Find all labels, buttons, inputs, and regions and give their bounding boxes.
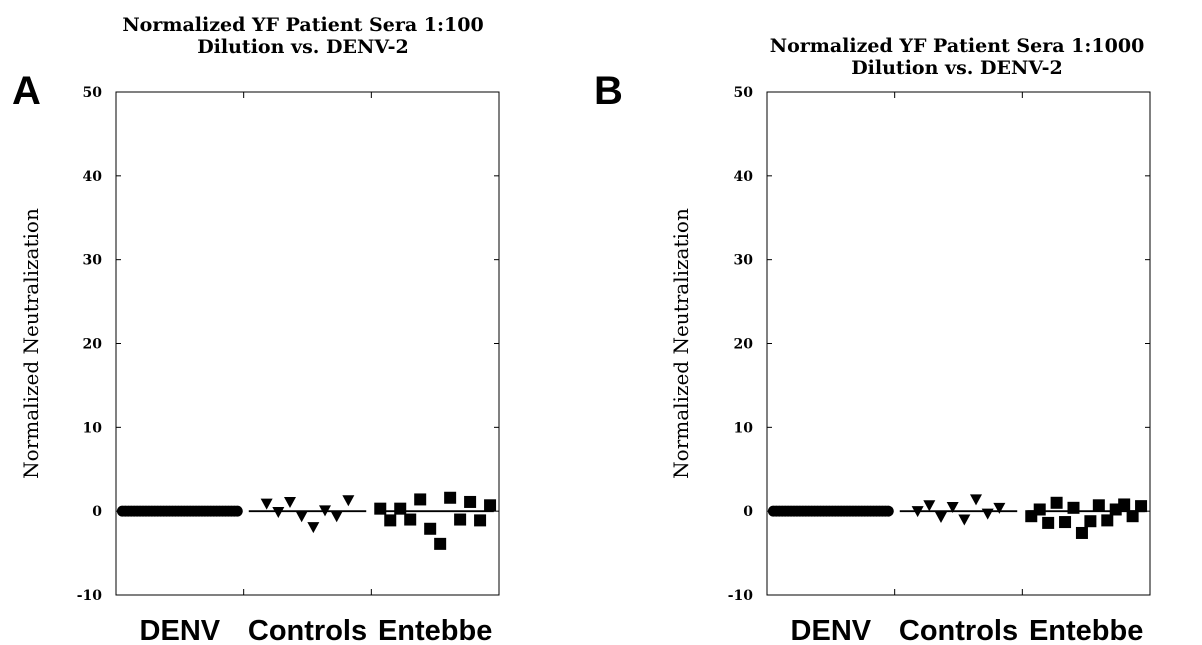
data-point (424, 522, 437, 535)
data-point (374, 502, 387, 515)
y-axis-label: Normalized Neutralization (669, 208, 693, 479)
data-point (1033, 503, 1046, 516)
data-point (934, 512, 947, 524)
y-tick-label: 50 (734, 85, 754, 101)
y-tick-label: 10 (734, 420, 754, 436)
x-category-label: Entebbe (1029, 615, 1143, 645)
series-controls (899, 494, 1018, 526)
data-point (474, 514, 487, 527)
y-tick-label: 50 (83, 85, 103, 101)
data-point (464, 495, 477, 508)
data-point (1067, 501, 1080, 514)
x-category-label: DENV (791, 615, 872, 645)
data-point (404, 513, 417, 526)
data-point (484, 499, 497, 512)
data-point (295, 511, 308, 523)
data-point (444, 491, 457, 504)
x-category-label: Controls (248, 615, 367, 645)
data-point (882, 505, 894, 517)
data-point (958, 514, 971, 526)
series-denv (767, 505, 894, 517)
data-point (330, 511, 343, 523)
y-tick-label: 0 (743, 504, 753, 520)
y-tick-label: 20 (734, 337, 754, 353)
data-point (319, 505, 332, 517)
data-point (911, 506, 924, 518)
y-tick-label: 40 (734, 169, 754, 185)
x-category-label: Entebbe (378, 615, 492, 645)
data-point (260, 498, 273, 510)
x-category-label: Controls (899, 615, 1018, 645)
y-tick-label: 10 (83, 420, 103, 436)
data-point (231, 505, 243, 517)
y-tick-label: 30 (83, 253, 103, 269)
chart-title: Normalized YF Patient Sera 1:1000 Dilutio… (770, 35, 1145, 79)
data-point (1084, 515, 1097, 528)
data-point (981, 508, 994, 520)
chart-title: Normalized YF Patient Sera 1:100 Dilution… (122, 14, 483, 58)
chart-panel-b: B Normalized YF Patient Sera 1:1000 Diluti… (594, 35, 1151, 645)
data-point (1101, 514, 1114, 527)
data-point (1118, 498, 1131, 511)
x-category-label: DENV (140, 615, 221, 645)
panel-letter: A (12, 69, 41, 113)
data-point (342, 495, 355, 507)
chart-title-line: Normalized YF Patient Sera 1:100 (122, 14, 483, 36)
y-axis-label: Normalized Neutralization (19, 208, 43, 479)
data-point (993, 502, 1006, 514)
data-point (1059, 516, 1072, 529)
data-point (946, 501, 959, 513)
data-point (434, 537, 447, 550)
y-tick-label: -10 (728, 588, 754, 604)
data-point (1135, 500, 1148, 513)
data-point (970, 494, 983, 506)
data-point (1050, 496, 1063, 509)
panel-letter: B (594, 69, 623, 113)
data-point (272, 507, 285, 519)
data-point (1075, 526, 1088, 539)
series-denv (116, 505, 243, 517)
series-controls (248, 495, 367, 534)
data-point (283, 496, 296, 508)
series-entebbe (1025, 496, 1148, 539)
data-point (1126, 510, 1139, 523)
y-tick-label: 20 (83, 337, 103, 353)
data-point (1092, 499, 1105, 512)
chart-title-line: Dilution vs. DENV-2 (851, 57, 1063, 79)
data-point (454, 513, 467, 526)
chart-panel-a: A Normalized YF Patient Sera 1:100 Dilutio… (12, 14, 500, 645)
chart-title-line: Normalized YF Patient Sera 1:1000 (770, 35, 1145, 57)
y-tick-label: 30 (734, 253, 754, 269)
plot-frame (115, 91, 500, 596)
data-point (307, 522, 320, 534)
chart-title-line: Dilution vs. DENV-2 (197, 36, 409, 58)
series-entebbe (374, 491, 497, 550)
y-tick-label: 0 (92, 504, 102, 520)
y-tick-label: -10 (77, 588, 103, 604)
data-point (394, 502, 407, 515)
data-point (414, 493, 427, 506)
data-point (384, 514, 397, 527)
y-tick-label: 40 (83, 169, 103, 185)
data-point (923, 500, 936, 512)
data-point (1042, 516, 1055, 529)
